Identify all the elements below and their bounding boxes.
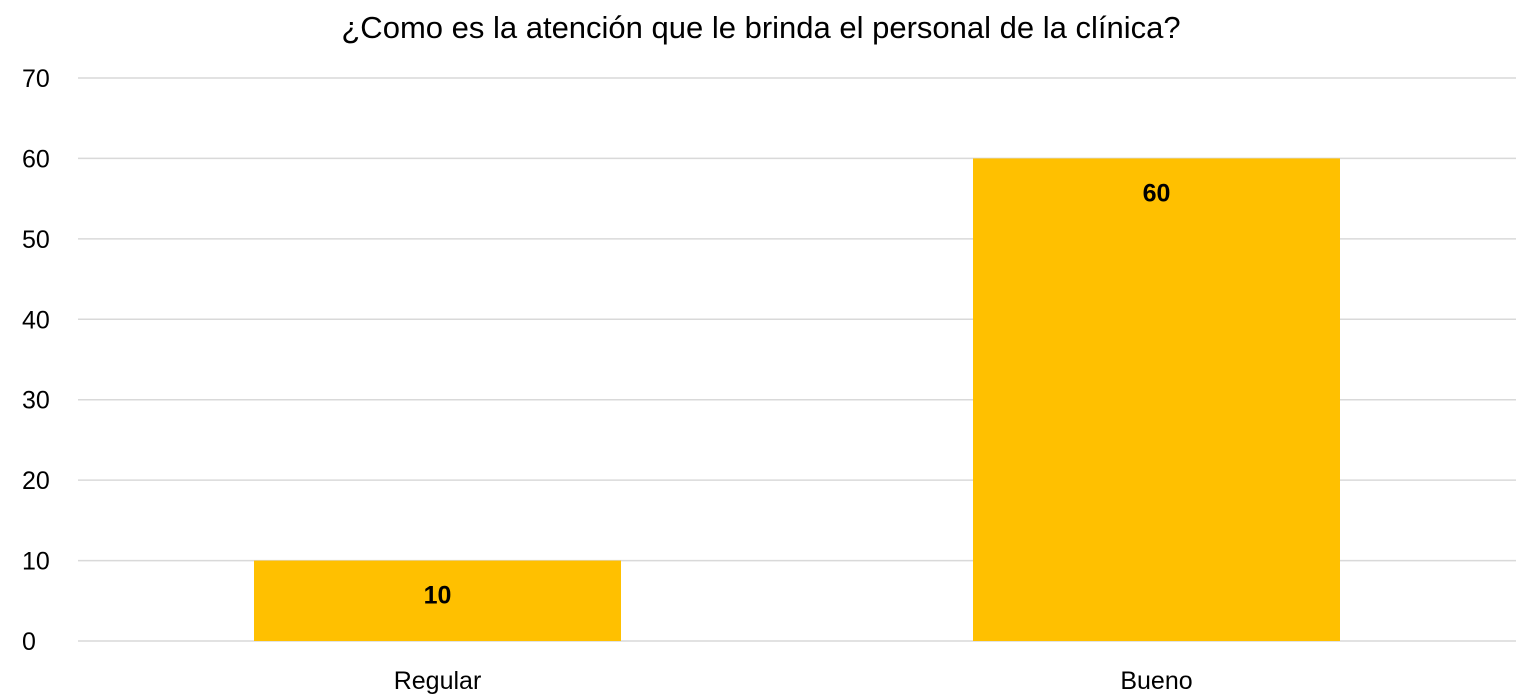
data-labels: 10 60 [424, 179, 1171, 609]
y-tick-label: 60 [22, 145, 50, 173]
y-tick-label: 0 [22, 628, 36, 656]
y-tick-label: 30 [22, 387, 50, 415]
x-tick-label: Bueno [1120, 667, 1192, 695]
data-label: 10 [424, 582, 452, 610]
y-tick-label: 50 [22, 226, 50, 254]
bar-regular [254, 560, 621, 641]
bar-bueno [973, 158, 1340, 641]
y-tick-label: 20 [22, 467, 50, 495]
x-tick-label: Regular [394, 667, 482, 695]
y-tick-label: 10 [22, 548, 50, 576]
y-tick-label: 40 [22, 306, 50, 334]
data-label: 60 [1143, 179, 1171, 207]
y-axis-ticks: 0 10 20 30 40 50 60 70 [22, 65, 50, 656]
y-tick-label: 70 [22, 65, 50, 93]
chart-title: ¿Como es la atención que le brinda el pe… [341, 10, 1181, 45]
x-axis-ticks: Regular Bueno [394, 667, 1193, 695]
bars [254, 158, 1340, 641]
